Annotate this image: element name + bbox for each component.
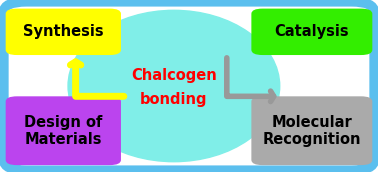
Text: Chalcogen: Chalcogen bbox=[131, 68, 217, 83]
Text: Molecular
Recognition: Molecular Recognition bbox=[263, 115, 361, 147]
FancyBboxPatch shape bbox=[251, 96, 372, 165]
FancyBboxPatch shape bbox=[6, 96, 121, 165]
Text: Synthesis: Synthesis bbox=[23, 24, 104, 39]
Text: Catalysis: Catalysis bbox=[274, 24, 349, 39]
FancyBboxPatch shape bbox=[6, 9, 121, 55]
FancyBboxPatch shape bbox=[251, 9, 372, 55]
Text: bonding: bonding bbox=[140, 92, 208, 107]
FancyBboxPatch shape bbox=[4, 2, 374, 170]
Ellipse shape bbox=[68, 10, 280, 162]
Text: Design of
Materials: Design of Materials bbox=[24, 115, 102, 147]
